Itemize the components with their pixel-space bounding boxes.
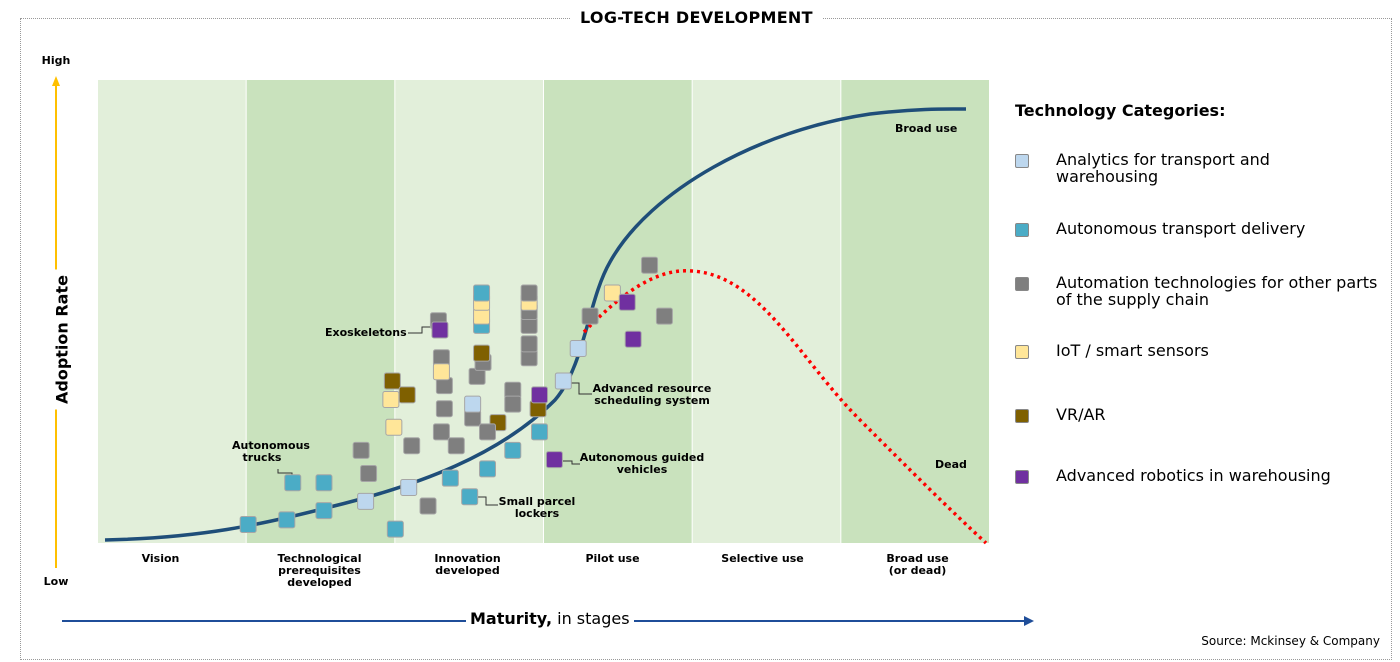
x-axis-title: Maturity, in stages (466, 609, 634, 628)
annotation-autonomous-trucks: Autonomous trucks (232, 439, 310, 464)
technology-point (385, 418, 403, 436)
legend-swatch (1015, 154, 1029, 168)
legend-item-robotics: Advanced robotics in warehousing (1015, 467, 1331, 484)
annotation-autonomous-guided-vehicles: Autonomous guided vehicles (579, 451, 705, 476)
technology-point (520, 284, 538, 302)
annotation-leaders (277, 326, 592, 506)
technology-point (441, 469, 459, 487)
x-axis-title-rest: in stages (552, 609, 630, 628)
technology-point (554, 372, 572, 390)
x-axis-arrowhead-icon (1024, 616, 1034, 626)
technology-point (479, 423, 497, 441)
x-axis-title-bold: Maturity, (470, 609, 553, 628)
technology-point (641, 256, 659, 274)
legend-item-analytics: Analytics for transport and warehousing (1015, 151, 1345, 185)
technology-point (504, 441, 522, 459)
legend-swatch (1015, 277, 1029, 291)
legend-label: Analytics for transport and warehousing (1056, 150, 1270, 186)
technology-point (464, 395, 482, 413)
y-axis-arrowhead-icon (52, 76, 60, 86)
stage-band-5 (692, 80, 841, 543)
legend-label: IoT / smart sensors (1056, 341, 1209, 360)
legend-swatch (1015, 409, 1029, 423)
technology-point (398, 386, 416, 404)
y-axis-low-label: Low (43, 575, 69, 588)
technology-point (383, 372, 401, 390)
technology-point (382, 390, 400, 408)
legend-item-vrar: VR/AR (1015, 406, 1106, 423)
curve-label-broad-use: Broad use (895, 122, 958, 135)
technology-point (278, 511, 296, 529)
technology-point (357, 492, 375, 510)
stage-label-prerequisites: Technological prerequisites developed (277, 552, 362, 589)
technology-point (447, 437, 465, 455)
technology-point (435, 400, 453, 418)
y-axis-title: Adoption Rate (52, 269, 72, 410)
technology-point (239, 515, 257, 533)
legend-item-automation: Automation technologies for other parts … (1015, 274, 1395, 308)
technology-point (432, 423, 450, 441)
technology-point (624, 330, 642, 348)
technology-point (545, 451, 563, 469)
decline-curve (582, 269, 988, 545)
technology-point (400, 478, 418, 496)
legend-label: VR/AR (1056, 405, 1106, 424)
stage-label-innovation: Innovation developed (434, 552, 501, 577)
technology-point (603, 284, 621, 302)
y-axis-high-label: High (41, 54, 71, 67)
technology-point (581, 307, 599, 325)
stage-band-3 (395, 80, 543, 543)
technology-point (473, 344, 491, 362)
stage-band-6 (841, 80, 989, 543)
diagram-title: LOG-TECH DEVELOPMENT (570, 8, 823, 27)
technology-point (360, 465, 378, 483)
technology-point (419, 497, 437, 515)
technology-point (473, 284, 491, 302)
stage-label-selective: Selective use (721, 552, 804, 565)
technology-point (479, 460, 497, 478)
curve-label-dead: Dead (935, 458, 967, 471)
technology-point (386, 520, 404, 538)
technology-point (531, 386, 549, 404)
legend-item-autonomous-transport: Autonomous transport delivery (1015, 220, 1305, 237)
technology-point (520, 335, 538, 353)
technology-point (315, 474, 333, 492)
technology-point (531, 423, 549, 441)
technology-point (431, 321, 449, 339)
annotation-exoskeletons: Exoskeletons (325, 326, 407, 339)
legend-swatch (1015, 470, 1029, 484)
stage-label-vision: Vision (141, 552, 180, 565)
technology-point (284, 474, 302, 492)
technology-point (315, 502, 333, 520)
technology-point (432, 363, 450, 381)
technology-point (461, 488, 479, 506)
stage-label-broad: Broad use (or dead) (886, 552, 949, 577)
legend-label: Autonomous transport delivery (1056, 219, 1306, 238)
technology-point (655, 307, 673, 325)
technology-point (352, 441, 370, 459)
legend-swatch (1015, 345, 1029, 359)
legend-swatch (1015, 223, 1029, 237)
stage-label-pilot: Pilot use (585, 552, 640, 565)
legend-title: Technology Categories: (1015, 101, 1226, 120)
stage-band-1 (98, 80, 246, 543)
technology-point (403, 437, 421, 455)
annotation-small-parcel-lockers: Small parcel lockers (498, 495, 576, 520)
technology-point (504, 395, 522, 413)
technology-point (618, 293, 636, 311)
annotation-advanced-resource-scheduling: Advanced resource scheduling system (592, 382, 712, 407)
technology-point (569, 340, 587, 358)
legend-item-iot: IoT / smart sensors (1015, 342, 1209, 359)
source-note: Source: Mckinsey & Company (1201, 634, 1380, 648)
legend-label: Automation technologies for other parts … (1056, 273, 1378, 309)
legend-label: Advanced robotics in warehousing (1056, 466, 1331, 485)
